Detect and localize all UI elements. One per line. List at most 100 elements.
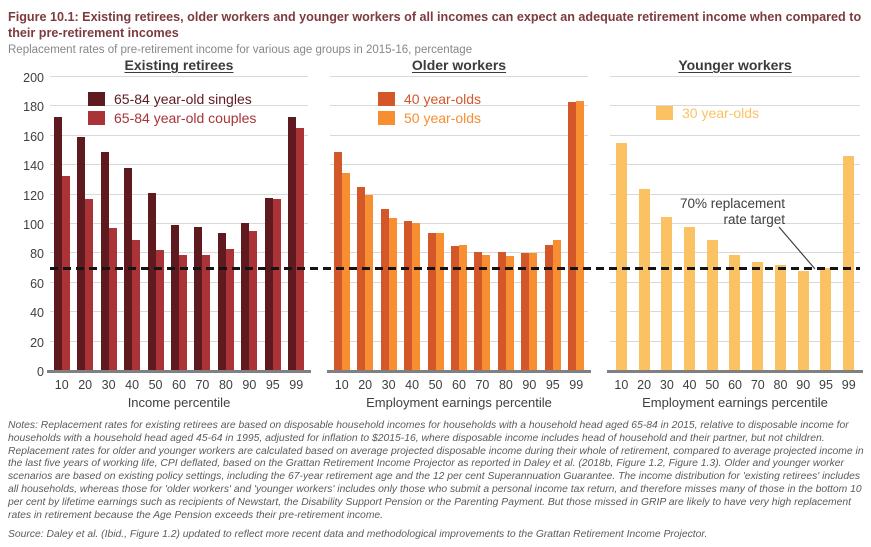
x-tick-70: 70 [475, 378, 490, 392]
bar-95-30-year-olds [820, 268, 832, 371]
gridline-120 [330, 193, 588, 195]
x-tick-50: 50 [428, 378, 443, 392]
bar-group-10 [615, 143, 627, 371]
x-tick-60: 60 [172, 378, 186, 392]
panel-title-younger-workers: Younger workers [678, 57, 792, 73]
bar-20-50-year-olds [365, 194, 374, 371]
bar-80-50-year-olds [505, 256, 514, 371]
bars-younger-workers [610, 77, 860, 371]
bar-70-65-84-year-old-singles [194, 226, 203, 371]
bar-group-95 [820, 268, 832, 371]
gridline-140 [50, 164, 308, 166]
bar-80-40-year-olds [497, 251, 506, 371]
x-tick-99: 99 [569, 378, 584, 392]
bar-group-80 [497, 251, 514, 371]
bar-80-65-84-year-old-singles [217, 232, 226, 371]
y-tick-label-40: 40 [30, 306, 44, 321]
bar-group-90 [521, 253, 538, 371]
bar-60-30-year-olds [729, 254, 741, 371]
legend-swatch [378, 92, 395, 106]
bar-99-65-84-year-old-couples [296, 128, 305, 371]
bar-40-30-year-olds [684, 226, 696, 371]
y-tick-label-100: 100 [23, 218, 44, 232]
panel-title-older-workers: Older workers [411, 57, 507, 73]
bar-group-95 [264, 197, 281, 371]
x-tick-50: 50 [148, 378, 163, 392]
x-tick-60: 60 [728, 378, 742, 392]
x-tick-60: 60 [452, 378, 466, 392]
bar-group-20 [638, 188, 650, 371]
y-tick-label-80: 80 [30, 247, 44, 262]
y-tick-label-60: 60 [30, 276, 44, 291]
bar-group-70 [752, 262, 764, 371]
bar-10-40-year-olds [333, 151, 342, 371]
bar-group-20 [357, 187, 374, 371]
bar-80-65-84-year-old-couples [225, 249, 234, 371]
gridline-200 [50, 76, 308, 77]
legend-label: 50 year-olds [404, 110, 482, 126]
annotation-pointer-line [778, 226, 816, 270]
legend-swatch [656, 106, 673, 120]
x-tick-40: 40 [125, 378, 140, 392]
y-tick-label-200: 200 [23, 71, 44, 85]
gridline-80 [610, 252, 860, 254]
bar-50-65-84-year-old-couples [155, 250, 164, 371]
bar-95-50-year-olds [552, 240, 561, 371]
x-axis-line [47, 370, 311, 373]
plot-older-workers: 40 year-olds 50 year-olds [327, 76, 591, 373]
plot-existing-retirees: 65-84 year-old singles 65-84 year-old cou… [47, 76, 311, 373]
bar-10-65-84-year-old-singles [53, 116, 62, 371]
bar-70-40-year-olds [474, 251, 483, 371]
x-tick-90: 90 [796, 378, 811, 392]
gridline-140 [330, 164, 588, 166]
legend-younger-workers: 30 year-olds [656, 105, 759, 124]
bar-group-30 [380, 209, 397, 371]
bar-40-65-84-year-old-couples [132, 240, 141, 371]
bar-group-90 [797, 271, 809, 371]
annotation-70-percent-target: 70% replacement rate target [608, 196, 785, 228]
bar-99-30-year-olds [843, 156, 855, 371]
bar-group-60 [170, 225, 187, 371]
bar-group-60 [729, 254, 741, 371]
bar-group-95 [544, 240, 561, 371]
bar-30-50-year-olds [388, 218, 397, 371]
bar-group-30 [661, 216, 673, 371]
legend-item: 30 year-olds [656, 105, 759, 121]
bar-50-50-year-olds [435, 232, 444, 371]
bar-99-65-84-year-old-singles [288, 116, 297, 371]
x-tick-90: 90 [242, 378, 257, 392]
bar-50-65-84-year-old-singles [147, 193, 156, 371]
70-percent-target-dashed-line [50, 267, 860, 271]
x-tick-40: 40 [682, 378, 697, 392]
x-tick-90: 90 [522, 378, 537, 392]
gridline-160 [50, 134, 308, 136]
x-tick-95: 95 [265, 378, 280, 392]
bar-group-99 [568, 100, 585, 371]
x-tick-10: 10 [54, 378, 69, 392]
x-tick-labels: 10 20 30 40 50 60 70 80 90 95 99 [610, 378, 860, 392]
legend-older-workers: 40 year-olds 50 year-olds [378, 91, 481, 129]
x-tick-30: 30 [381, 378, 396, 392]
x-tick-20: 20 [358, 378, 373, 392]
bar-30-65-84-year-old-singles [100, 151, 109, 371]
x-tick-30: 30 [101, 378, 116, 392]
figure-title: Figure 10.1: Existing retirees, older wo… [8, 10, 862, 41]
annotation-line-1: 70% replacement [679, 196, 785, 211]
gridline-160 [330, 134, 588, 136]
bar-99-40-year-olds [568, 102, 577, 371]
bar-30-65-84-year-old-couples [108, 228, 117, 371]
x-tick-10: 10 [334, 378, 349, 392]
bar-20-40-year-olds [357, 187, 366, 371]
bar-group-50 [147, 193, 164, 371]
panel-younger-workers: Younger workers 30 year-olds 10 20 30 40 50 6… [607, 57, 863, 415]
y-tick-label-20: 20 [30, 335, 44, 350]
x-axis-line [607, 370, 863, 373]
bar-90-65-84-year-old-couples [249, 231, 258, 371]
gridline-80 [50, 252, 308, 254]
x-tick-50: 50 [705, 378, 720, 392]
legend-label: 65-84 year-old singles [114, 91, 252, 107]
gridline-120 [50, 193, 308, 195]
x-axis-line [327, 370, 591, 373]
x-tick-80: 80 [218, 378, 233, 392]
bar-10-30-year-olds [615, 143, 627, 371]
